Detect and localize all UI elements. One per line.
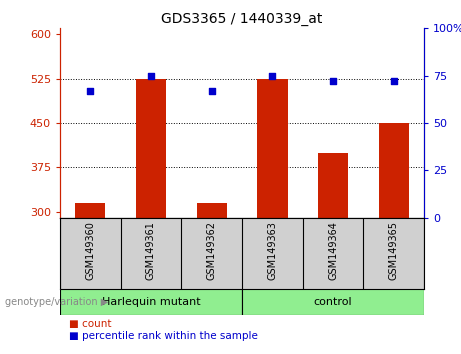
Bar <box>196 203 227 218</box>
Text: Harlequin mutant: Harlequin mutant <box>102 297 200 307</box>
Title: GDS3365 / 1440339_at: GDS3365 / 1440339_at <box>161 12 323 26</box>
Point <box>269 73 276 79</box>
Point <box>87 88 94 94</box>
Bar <box>378 123 409 218</box>
Text: ■ count: ■ count <box>69 319 112 329</box>
Text: GSM149360: GSM149360 <box>85 221 95 280</box>
Bar <box>60 289 242 315</box>
Point <box>329 79 337 84</box>
Text: control: control <box>314 297 352 307</box>
Point <box>208 88 215 94</box>
Text: GSM149363: GSM149363 <box>267 221 278 280</box>
Text: genotype/variation ▶: genotype/variation ▶ <box>5 297 108 307</box>
Bar <box>242 289 424 315</box>
Point <box>148 73 155 79</box>
Text: GSM149361: GSM149361 <box>146 221 156 280</box>
Text: ■ percentile rank within the sample: ■ percentile rank within the sample <box>69 331 258 341</box>
Text: GSM149362: GSM149362 <box>207 221 217 280</box>
Bar <box>75 203 106 218</box>
Bar <box>136 79 166 218</box>
Text: GSM149364: GSM149364 <box>328 221 338 280</box>
Bar <box>318 153 348 218</box>
Point <box>390 79 397 84</box>
Bar <box>257 79 288 218</box>
Text: GSM149365: GSM149365 <box>389 221 399 280</box>
